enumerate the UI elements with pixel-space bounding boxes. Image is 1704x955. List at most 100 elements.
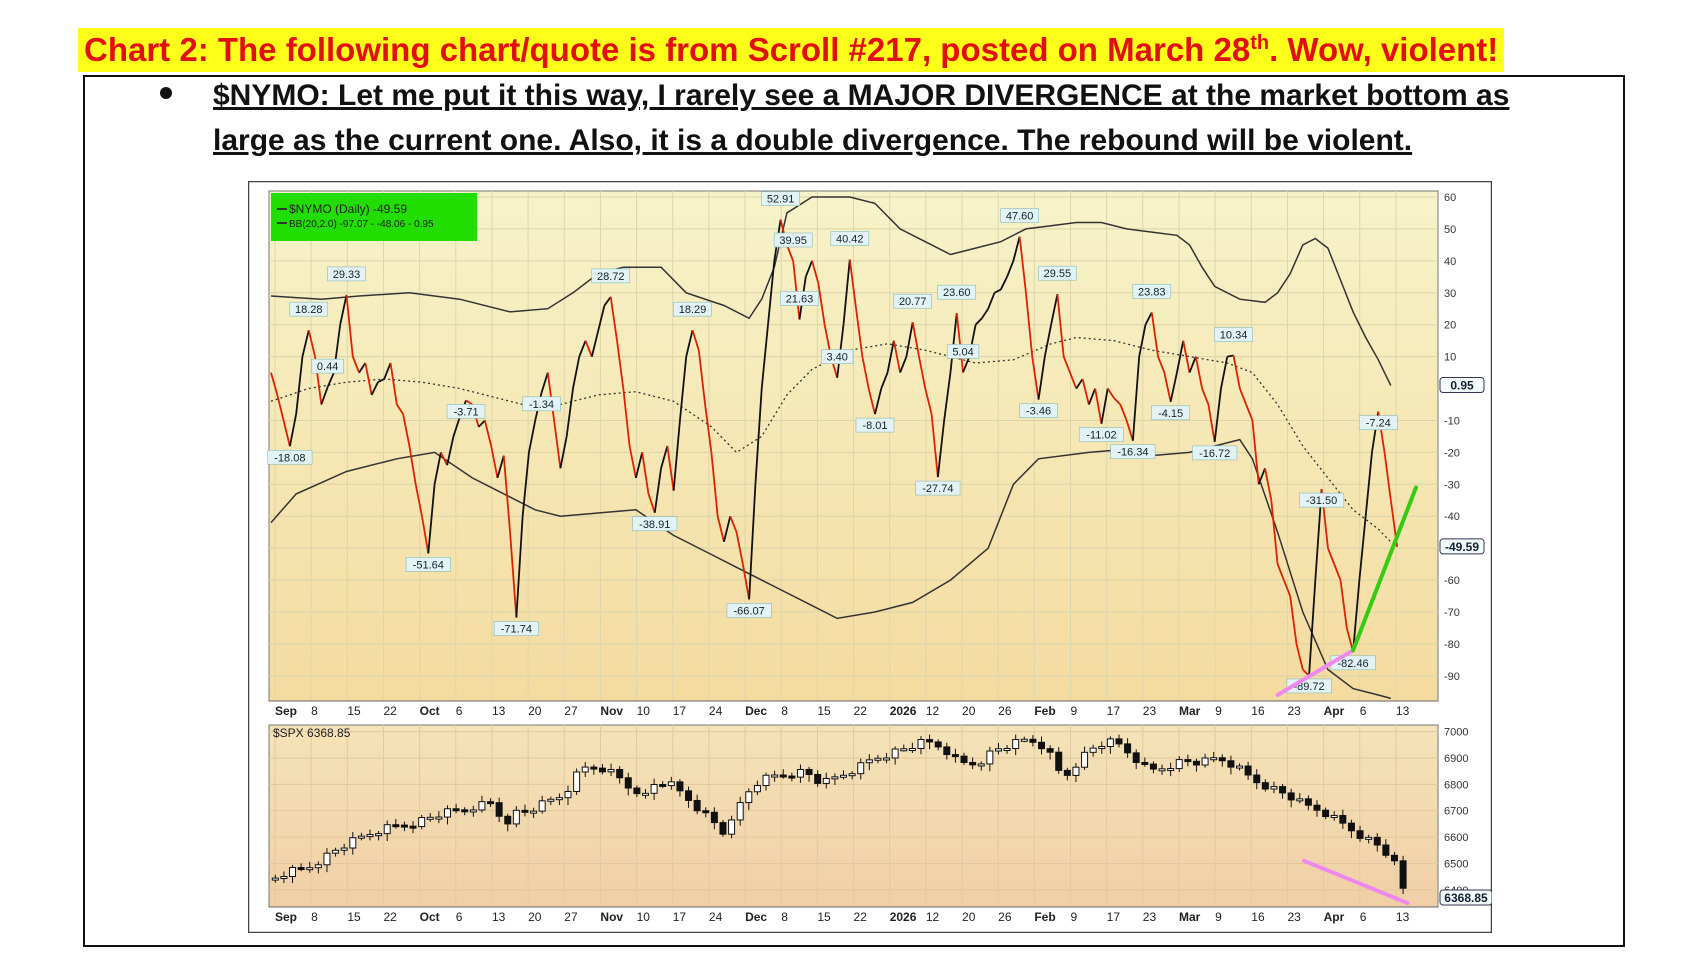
nymo-segment xyxy=(427,484,436,554)
data-label: 10.34 xyxy=(1220,330,1248,342)
legend-label: $NYMO (Daily) -49.59 xyxy=(289,202,407,216)
data-label-box xyxy=(946,344,980,359)
y-tick-label: -60 xyxy=(1444,575,1460,587)
data-label: 28.72 xyxy=(597,271,625,283)
candle-body xyxy=(822,777,830,784)
nymo-segment xyxy=(987,292,996,310)
nymo-segment xyxy=(584,340,593,357)
nymo-segment xyxy=(1207,404,1216,443)
nymo-segment xyxy=(509,532,518,618)
candle-body xyxy=(1339,814,1347,824)
candle-body xyxy=(383,824,391,835)
candle-body xyxy=(719,822,727,835)
data-label-box xyxy=(1110,444,1156,460)
nymo-segment xyxy=(886,340,895,373)
nymo-segment xyxy=(786,244,795,262)
nymo-segment xyxy=(930,413,939,478)
nymo-segment xyxy=(974,317,983,326)
candle-body xyxy=(1167,768,1175,772)
nymo-segment xyxy=(754,388,763,485)
nymo-segment xyxy=(981,308,989,319)
nymo-segment xyxy=(578,340,587,357)
x-tick-label: Nov xyxy=(600,910,623,924)
candle-body xyxy=(641,792,649,796)
x-tick-label: 23 xyxy=(1143,704,1157,718)
nymo-segment xyxy=(994,288,1002,294)
candle-body xyxy=(1218,757,1226,762)
data-label-box xyxy=(1000,208,1039,223)
candle-body xyxy=(1089,747,1097,753)
x-tick-label: 12 xyxy=(926,910,940,924)
candle-body xyxy=(796,768,804,778)
y-tick-label: 10 xyxy=(1444,352,1456,364)
y-tick-label: 30 xyxy=(1444,288,1456,300)
nymo-segment xyxy=(1100,388,1109,424)
nymo-segment xyxy=(874,388,883,415)
nymo-segment xyxy=(396,404,404,415)
x-tick-label: Mar xyxy=(1179,704,1201,718)
x-tick-label: 17 xyxy=(1107,910,1121,924)
candle-body xyxy=(340,847,348,851)
candle-body xyxy=(607,768,615,773)
nymo-segment xyxy=(1043,324,1052,357)
candle-body xyxy=(1279,786,1287,794)
candle-body xyxy=(426,816,434,820)
x-tick-label: 8 xyxy=(311,910,318,924)
y-tick-label: 6500 xyxy=(1444,858,1468,870)
nymo-segment xyxy=(936,420,946,478)
nymo-segment xyxy=(1075,378,1084,390)
data-label: -31.50 xyxy=(1306,495,1337,507)
x-tick-label: 9 xyxy=(1070,910,1077,924)
candle-body xyxy=(616,768,624,779)
nymo-segment xyxy=(282,420,291,447)
candle-body xyxy=(530,810,538,814)
data-label-box xyxy=(773,232,813,248)
candle-body xyxy=(805,768,813,775)
nymo-segment xyxy=(666,445,675,491)
y-tick-label: 60 xyxy=(1444,192,1456,204)
candle-body xyxy=(1313,804,1321,811)
candle-body xyxy=(314,864,322,869)
x-tick-label: 13 xyxy=(492,704,506,718)
y-tick-label: -30 xyxy=(1444,479,1460,491)
nymo-segment xyxy=(804,260,813,278)
nymo-segment xyxy=(880,372,889,389)
candle-body xyxy=(788,775,796,779)
data-label-box xyxy=(1214,327,1253,342)
candle-body xyxy=(323,852,331,866)
data-label: 20.77 xyxy=(899,296,927,308)
nymo-segment xyxy=(559,436,568,469)
nymo-segment xyxy=(641,452,650,495)
nymo-segment xyxy=(905,322,914,357)
nymo-segment xyxy=(515,516,524,618)
nymo-segment xyxy=(521,452,530,517)
candle-body xyxy=(392,824,400,828)
legend-label: BB(20,2.0) -97.07 - -48.06 - 0.95 xyxy=(289,219,434,230)
candle-body xyxy=(1012,739,1020,750)
candle-body xyxy=(1132,752,1140,763)
candle-body xyxy=(1347,822,1355,832)
candle-body xyxy=(1236,765,1244,769)
x-tick-label: 2026 xyxy=(890,704,917,718)
candle-body xyxy=(900,748,908,752)
x-tick-label: Feb xyxy=(1034,910,1055,924)
y-tick-label: -90 xyxy=(1444,671,1460,683)
x-tick-label: 10 xyxy=(637,910,651,924)
candle-body xyxy=(357,835,365,839)
data-label-box xyxy=(267,449,313,465)
x-tick-label: 13 xyxy=(492,910,506,924)
candle-body xyxy=(1072,766,1080,776)
trendline xyxy=(1275,648,1356,697)
nymo-segment xyxy=(653,468,662,513)
nymo-segment xyxy=(616,340,625,389)
nymo-segment xyxy=(1245,404,1254,421)
candle-body xyxy=(1287,792,1295,801)
nymo-segment xyxy=(660,445,669,469)
x-tick-label: 9 xyxy=(1215,704,1222,718)
nymo-segment xyxy=(301,329,310,357)
nymo-segment xyxy=(288,413,298,447)
nymo-segment xyxy=(697,350,706,405)
candle-body xyxy=(762,774,770,787)
candle-body xyxy=(547,798,555,802)
candle-body xyxy=(753,785,761,793)
